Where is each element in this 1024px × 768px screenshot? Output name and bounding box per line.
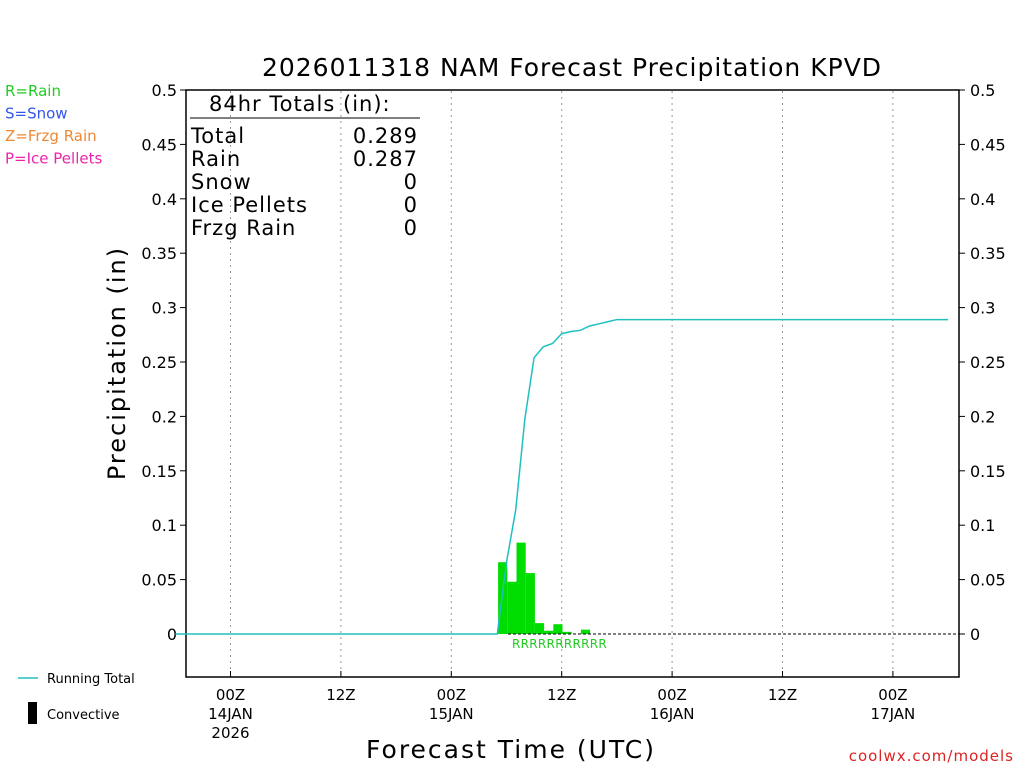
line-legend-label: Convective [47, 708, 120, 723]
ptype-legend-item: P=Ice Pellets [5, 150, 102, 168]
totals-row-value: 0 [404, 170, 418, 194]
y-tick-label-left: 0.3 [152, 299, 177, 318]
y-tick-label-right: 0.25 [970, 353, 1006, 372]
x-tick-date: 17JAN [871, 705, 916, 723]
totals-row-label: Total [190, 124, 245, 148]
ptype-legend-item: R=Rain [5, 82, 61, 100]
precip-bar [544, 630, 554, 634]
x-tick-date: 15JAN [429, 705, 474, 723]
totals-row-value: 0 [404, 216, 418, 240]
totals-row-label: Snow [191, 170, 252, 194]
gridlines [230, 91, 894, 676]
y-tick-label-right: 0.15 [970, 462, 1006, 481]
y-tick-label-right: 0.05 [970, 571, 1006, 590]
y-tick-label-right: 0 [970, 625, 980, 644]
totals-row-label: Rain [191, 147, 241, 171]
y-tick-label-right: 0.3 [970, 299, 995, 318]
y-tick-label-right: 0.1 [970, 516, 995, 535]
totals-row-value: 0.287 [353, 147, 418, 171]
y-tick-label-left: 0.4 [152, 190, 177, 209]
y-tick-label-right: 0.5 [970, 81, 995, 100]
y-axis-label: Precipitation (in) [103, 246, 131, 480]
x-tick-date: 16JAN [650, 705, 695, 723]
ptype-legend-item: Z=Frzg Rain [5, 127, 97, 145]
x-tick-date: 14JAN [208, 705, 253, 723]
legend-bar-swatch [28, 702, 37, 724]
totals-row-value: 0.289 [353, 124, 418, 148]
y-tick-label-left: 0.1 [152, 516, 177, 535]
precip-bar [507, 581, 517, 634]
precip-bar [516, 542, 526, 634]
y-tick-label-right: 0.2 [970, 407, 995, 426]
totals-row-label: Frzg Rain [191, 216, 296, 240]
y-tick-label-left: 0.05 [141, 571, 177, 590]
credit-text: coolwx.com/models [849, 747, 1014, 765]
precip-bars [498, 542, 591, 634]
y-tick-label-right: 0.35 [970, 244, 1006, 263]
precip-bar [580, 629, 591, 634]
precip-bar [534, 623, 545, 634]
totals-header: 84hr Totals (in): [209, 92, 391, 116]
chart-title: 2026011318 NAM Forecast Precipitation KP… [262, 53, 882, 82]
ptype-code-text: RRRRRRRRRRR [512, 637, 607, 651]
totals-row-label: Ice Pellets [191, 193, 308, 217]
y-tick-label-left: 0.45 [141, 135, 177, 154]
line-legend: Running Total Convective [18, 672, 135, 724]
x-tick-label: 00Z [657, 686, 686, 704]
plot-frame [185, 89, 960, 678]
ptype-legend-item: S=Snow [5, 105, 68, 123]
y-tick-label-left: 0.15 [141, 462, 177, 481]
running-total-line-group [175, 318, 949, 635]
y-tick-label-left: 0.2 [152, 407, 177, 426]
x-tick-label: 00Z [437, 686, 466, 704]
line-legend-label: Running Total [47, 672, 135, 687]
totals-row-value: 0 [404, 193, 418, 217]
x-tick-label: 12Z [547, 686, 576, 704]
x-tick-label: 00Z [216, 686, 245, 704]
precip-bar [525, 573, 535, 634]
y-tick-label-left: 0.5 [152, 81, 177, 100]
running-total-line [175, 318, 949, 635]
totals-box: 84hr Totals (in): Total 0.289 Rain 0.287 Sno… [190, 92, 420, 240]
precip-bar [562, 631, 572, 634]
x-tick-label: 12Z [326, 686, 355, 704]
y-tick-label-right: 0.45 [970, 135, 1006, 154]
x-tick-label: 00Z [878, 686, 907, 704]
x-tick-label: 12Z [768, 686, 797, 704]
y-tick-label-left: 0.25 [141, 353, 177, 372]
y-tick-label-right: 0.4 [970, 190, 995, 209]
precip-bar [498, 562, 508, 634]
precip-bar [553, 624, 563, 634]
x-tick-year: 2026 [211, 724, 249, 742]
y-tick-label-left: 0 [167, 625, 177, 644]
y-tick-label-left: 0.35 [141, 244, 177, 263]
y-axis-right: 0 0.05 0.1 0.15 0.2 0.25 0.3 0.35 0.4 0.45 0.5 [959, 81, 1006, 644]
x-axis-label: Forecast Time (UTC) [366, 735, 656, 764]
ptype-legend: R=Rain S=Snow Z=Frzg Rain P=Ice Pellets [5, 82, 102, 168]
y-axis-left: 0 0.05 0.1 0.15 0.2 0.25 0.3 0.35 0.4 0.45 0.5 [141, 81, 186, 644]
